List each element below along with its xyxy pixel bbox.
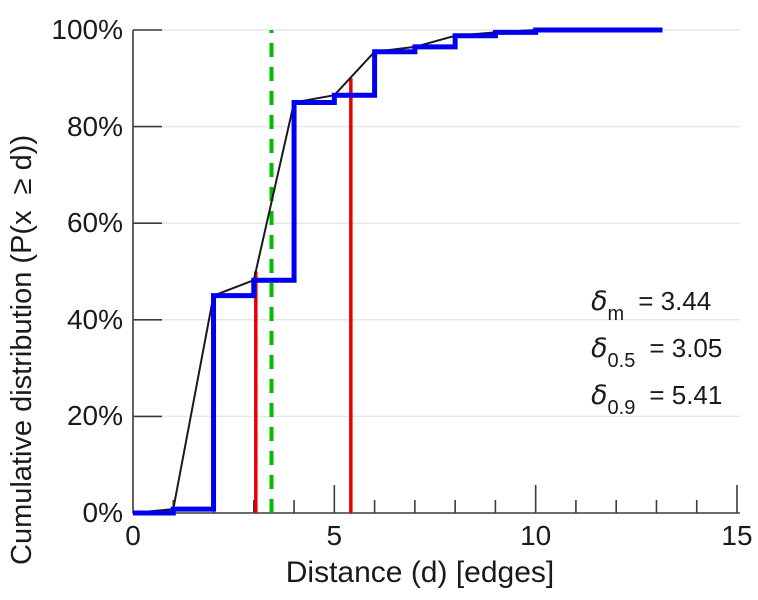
stats-annotations: δm = 3.44 δ0.5 = 3.05 δ0.9 = 5.41 bbox=[591, 278, 722, 419]
annotation-delta-mean: δm = 3.44 bbox=[591, 278, 722, 325]
delta-subscript: 0.5 bbox=[607, 350, 636, 372]
y-tick-label: 100% bbox=[51, 14, 123, 45]
delta-subscript: m bbox=[607, 303, 625, 325]
delta-symbol: δ bbox=[591, 380, 608, 411]
x-tick-label: 0 bbox=[125, 520, 141, 551]
delta-value: = 3.05 bbox=[649, 333, 723, 363]
x-tick-label: 10 bbox=[520, 520, 552, 551]
axis-spines bbox=[132, 30, 740, 514]
x-tick-label: 5 bbox=[326, 520, 343, 551]
y-tick-label: 60% bbox=[66, 207, 123, 239]
empirical-cdf-step bbox=[133, 27, 663, 516]
delta-subscript: 0.9 bbox=[607, 397, 636, 419]
y-tick-label: 80% bbox=[66, 110, 123, 142]
annotation-delta-median: δ0.5 = 3.05 bbox=[591, 325, 722, 372]
delta-value: = 5.41 bbox=[649, 380, 723, 410]
x-tick-label: 15 bbox=[721, 520, 753, 551]
y-tick-label: 40% bbox=[66, 303, 123, 335]
delta-symbol: δ bbox=[591, 333, 608, 364]
annotation-delta-p90: δ0.9 = 5.41 bbox=[591, 372, 722, 419]
delta-symbol: δ bbox=[591, 286, 608, 317]
y-tick-label: 0% bbox=[82, 497, 123, 528]
x-axis-label: Distance (d) [edges] bbox=[285, 556, 555, 589]
delta-value: = 3.44 bbox=[638, 286, 712, 316]
y-tick-label: 20% bbox=[66, 400, 123, 432]
